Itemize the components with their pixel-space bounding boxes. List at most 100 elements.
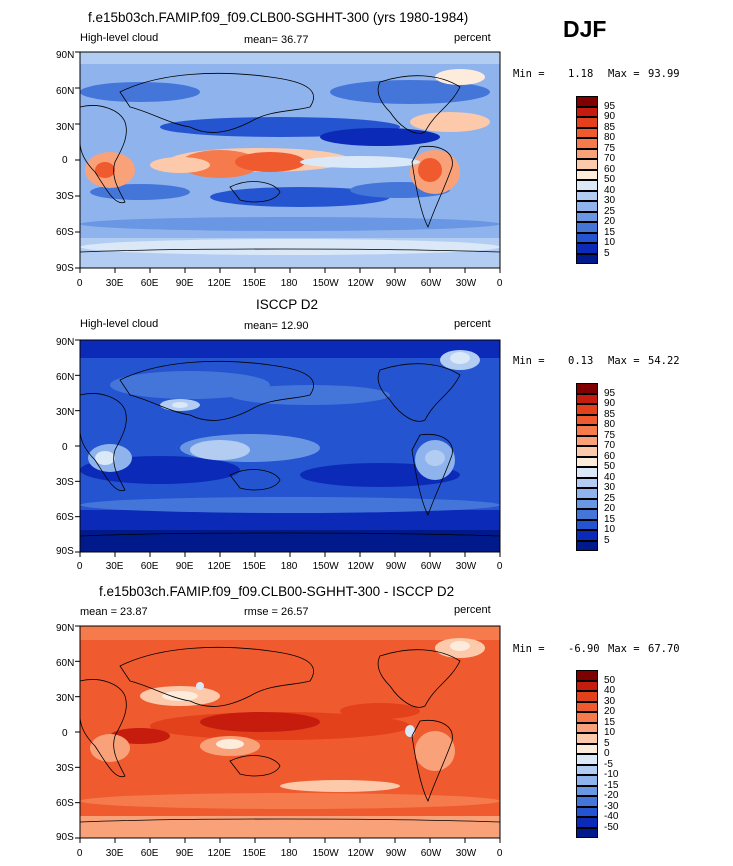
panel-2-xlabel: 90E bbox=[175, 561, 194, 572]
colorbar-swatch bbox=[576, 159, 598, 170]
panel-1-xlabel: 90W bbox=[385, 278, 407, 289]
panel-3-min-label: Min = bbox=[513, 643, 545, 655]
colorbar-swatch bbox=[576, 138, 598, 149]
panel-1-xlabel: 30W bbox=[455, 278, 477, 289]
panel-2-xlabel: 0 bbox=[76, 561, 83, 572]
panel-3-ylabel-30s: 30S bbox=[56, 763, 74, 774]
colorbar-swatch bbox=[576, 806, 598, 817]
colorbar-level-label: -5 bbox=[604, 758, 613, 770]
colorbar-level-label: -30 bbox=[604, 800, 619, 812]
colorbar-swatch bbox=[576, 201, 598, 212]
panel-3-map bbox=[75, 625, 501, 843]
panel-1-xlabel: 60W bbox=[420, 278, 442, 289]
colorbar-level-label: 95 bbox=[604, 100, 616, 112]
colorbar-level-label: -20 bbox=[604, 790, 619, 801]
panel-3-xlabel: 60W bbox=[420, 848, 442, 859]
panel-3-xlabel: 60E bbox=[140, 848, 159, 859]
panel-3-xlabel: 0 bbox=[76, 848, 83, 859]
panel-1-xlabel: 0 bbox=[76, 278, 83, 289]
colorbar-level-label: 0 bbox=[604, 748, 610, 759]
panel-1-ylabel-30n: 30N bbox=[56, 122, 75, 133]
colorbar-level-label: -10 bbox=[604, 769, 619, 780]
panel-2-xlabel: 60W bbox=[420, 561, 442, 572]
colorbar-swatch bbox=[576, 232, 598, 243]
colorbar-level-label: 60 bbox=[604, 163, 616, 175]
colorbar-swatch bbox=[576, 530, 598, 541]
panel-2-max-value: 54.22 bbox=[648, 355, 680, 367]
panel-3-xlabel: 150E bbox=[242, 848, 266, 859]
colorbar-swatch bbox=[576, 414, 598, 425]
colorbar-swatch bbox=[576, 127, 598, 138]
panel-3-xlabel: 150W bbox=[312, 848, 339, 859]
panel-3-ylabel-30n: 30N bbox=[56, 693, 75, 704]
colorbar-level-label: 80 bbox=[604, 419, 616, 430]
colorbar-level-label: 15 bbox=[604, 513, 616, 525]
colorbar-level-label: -15 bbox=[604, 779, 619, 791]
panel-1-xlabel: 180 bbox=[280, 278, 298, 289]
panel-1-max-label: Max = bbox=[608, 68, 640, 80]
panel-1-xlabel: 60E bbox=[140, 278, 159, 289]
panel-1-ylabel-60s: 60S bbox=[56, 227, 74, 238]
colorbar-level-label: 20 bbox=[604, 216, 616, 227]
colorbar-level-label: 70 bbox=[604, 440, 616, 451]
panel-1-ylabel-90n: 90N bbox=[56, 50, 75, 61]
colorbar-swatch bbox=[576, 691, 598, 702]
panel-3-xlabel: 30E bbox=[105, 848, 124, 859]
panel-1-xlabel: 150W bbox=[312, 278, 339, 289]
panel-2-min-value: 0.13 bbox=[568, 355, 594, 367]
colorbar-swatch bbox=[576, 670, 598, 681]
panel-1-ylabel-60n: 60N bbox=[56, 86, 75, 97]
colorbar-swatch bbox=[576, 722, 598, 733]
panel-1-ylabel-90s: 90S bbox=[56, 263, 74, 274]
colorbar-swatch bbox=[576, 498, 598, 509]
panel-3-ylabel-60s: 60S bbox=[56, 798, 74, 809]
colorbar-level-label: 50 bbox=[604, 674, 616, 686]
colorbar-swatch bbox=[576, 477, 598, 488]
panel-3-max-value: 67.70 bbox=[648, 643, 680, 655]
colorbar-level-label: 30 bbox=[604, 482, 616, 493]
colorbar-swatch bbox=[576, 488, 598, 499]
colorbar-swatch bbox=[576, 733, 598, 744]
colorbar-swatch bbox=[576, 148, 598, 159]
panel-1-min-label: Min = bbox=[513, 68, 545, 80]
colorbar-swatch bbox=[576, 796, 598, 807]
colorbar-level-label: 5 bbox=[604, 534, 610, 546]
colorbar-level-label: 15 bbox=[604, 226, 616, 238]
colorbar-swatch bbox=[576, 253, 598, 264]
panel-1-min-value: 1.18 bbox=[568, 68, 594, 80]
colorbar-swatch bbox=[576, 117, 598, 128]
panel-1-xlabel: 90E bbox=[175, 278, 194, 289]
panel-2-ylabel-90s: 90S bbox=[56, 546, 74, 557]
panel-2-xlabel: 30E bbox=[105, 561, 124, 572]
panel-3-xlabel: 120W bbox=[347, 848, 374, 859]
colorbar-level-label: 10 bbox=[604, 237, 616, 248]
colorbar-swatch bbox=[576, 393, 598, 404]
colorbar-level-label: 75 bbox=[604, 429, 616, 441]
colorbar-swatch bbox=[576, 701, 598, 712]
colorbar-level-label: 75 bbox=[604, 142, 616, 154]
colorbar-level-label: 20 bbox=[604, 503, 616, 514]
season-label: DJF bbox=[563, 16, 607, 42]
colorbar-swatch bbox=[576, 169, 598, 180]
panel-2-xlabel: 150E bbox=[242, 561, 266, 572]
panel-1-xlabel: 0 bbox=[496, 278, 503, 289]
panel-3-title: f.e15b03ch.FAMIP.f09_f09.CLB00-SGHHT-300… bbox=[99, 584, 455, 599]
panel-3-xlabel: 30W bbox=[455, 848, 477, 859]
panel-1-title: f.e15b03ch.FAMIP.f09_f09.CLB00-SGHHT-300… bbox=[88, 10, 469, 25]
panel-3-ylabel-0: 0 bbox=[62, 728, 68, 739]
panel-1-ylabel-30s: 30S bbox=[56, 191, 74, 202]
colorbar-level-label: 30 bbox=[604, 695, 616, 707]
panel-1-mean-label: mean= 36.77 bbox=[244, 34, 309, 46]
panel-1-max-value: 93.99 bbox=[648, 68, 680, 80]
panel-2-ylabel-90n: 90N bbox=[56, 337, 75, 348]
colorbar-level-label: 40 bbox=[604, 184, 616, 196]
panel-2-mean-label: mean= 12.90 bbox=[244, 320, 309, 332]
colorbar-level-label: 40 bbox=[604, 685, 616, 696]
panel-3-ylabel-60n: 60N bbox=[56, 658, 75, 669]
panel-3-rmse-label: rmse = 26.57 bbox=[244, 606, 309, 618]
colorbar-level-label: 60 bbox=[604, 450, 616, 462]
colorbar-level-label: 90 bbox=[604, 111, 616, 122]
panel-1-xlabel: 120W bbox=[347, 278, 374, 289]
panel-3-max-label: Max = bbox=[608, 643, 640, 655]
colorbar-swatch bbox=[576, 775, 598, 786]
